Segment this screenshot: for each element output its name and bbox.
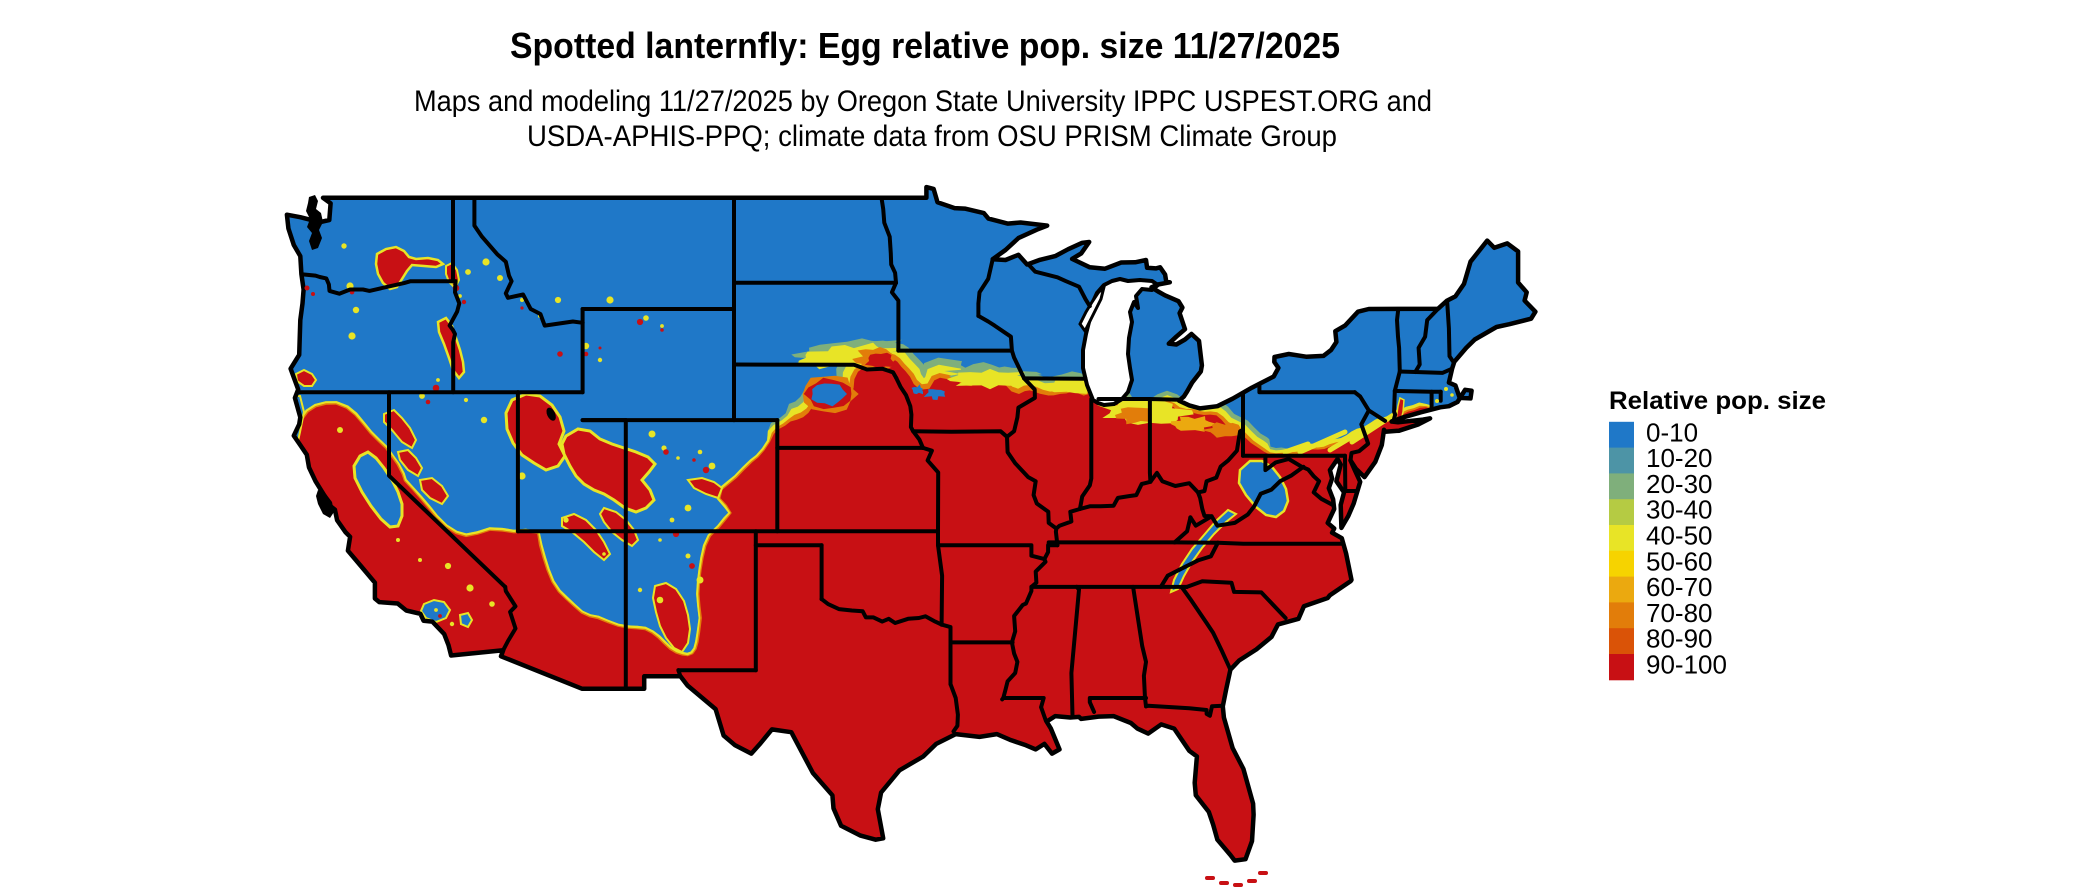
svg-text:Maps and modeling 11/27/2025 b: Maps and modeling 11/27/2025 by Oregon S…	[414, 85, 1432, 118]
svg-text:60-70: 60-70	[1646, 572, 1713, 602]
svg-text:USDA-APHIS-PPQ; climate data f: USDA-APHIS-PPQ; climate data from OSU PR…	[527, 120, 1337, 153]
svg-text:80-90: 80-90	[1646, 624, 1713, 654]
svg-text:10-20: 10-20	[1646, 443, 1713, 473]
svg-text:50-60: 50-60	[1646, 546, 1713, 576]
svg-text:90-100: 90-100	[1646, 650, 1727, 680]
svg-text:70-80: 70-80	[1646, 598, 1713, 628]
svg-text:0-10: 0-10	[1646, 417, 1698, 447]
svg-text:Spotted lanternfly: Egg relati: Spotted lanternfly: Egg relative pop. si…	[510, 25, 1340, 66]
svg-text:30-40: 30-40	[1646, 495, 1713, 525]
svg-text:20-30: 20-30	[1646, 469, 1713, 499]
svg-text:40-50: 40-50	[1646, 521, 1713, 551]
svg-text:Relative pop. size: Relative pop. size	[1609, 387, 1826, 415]
